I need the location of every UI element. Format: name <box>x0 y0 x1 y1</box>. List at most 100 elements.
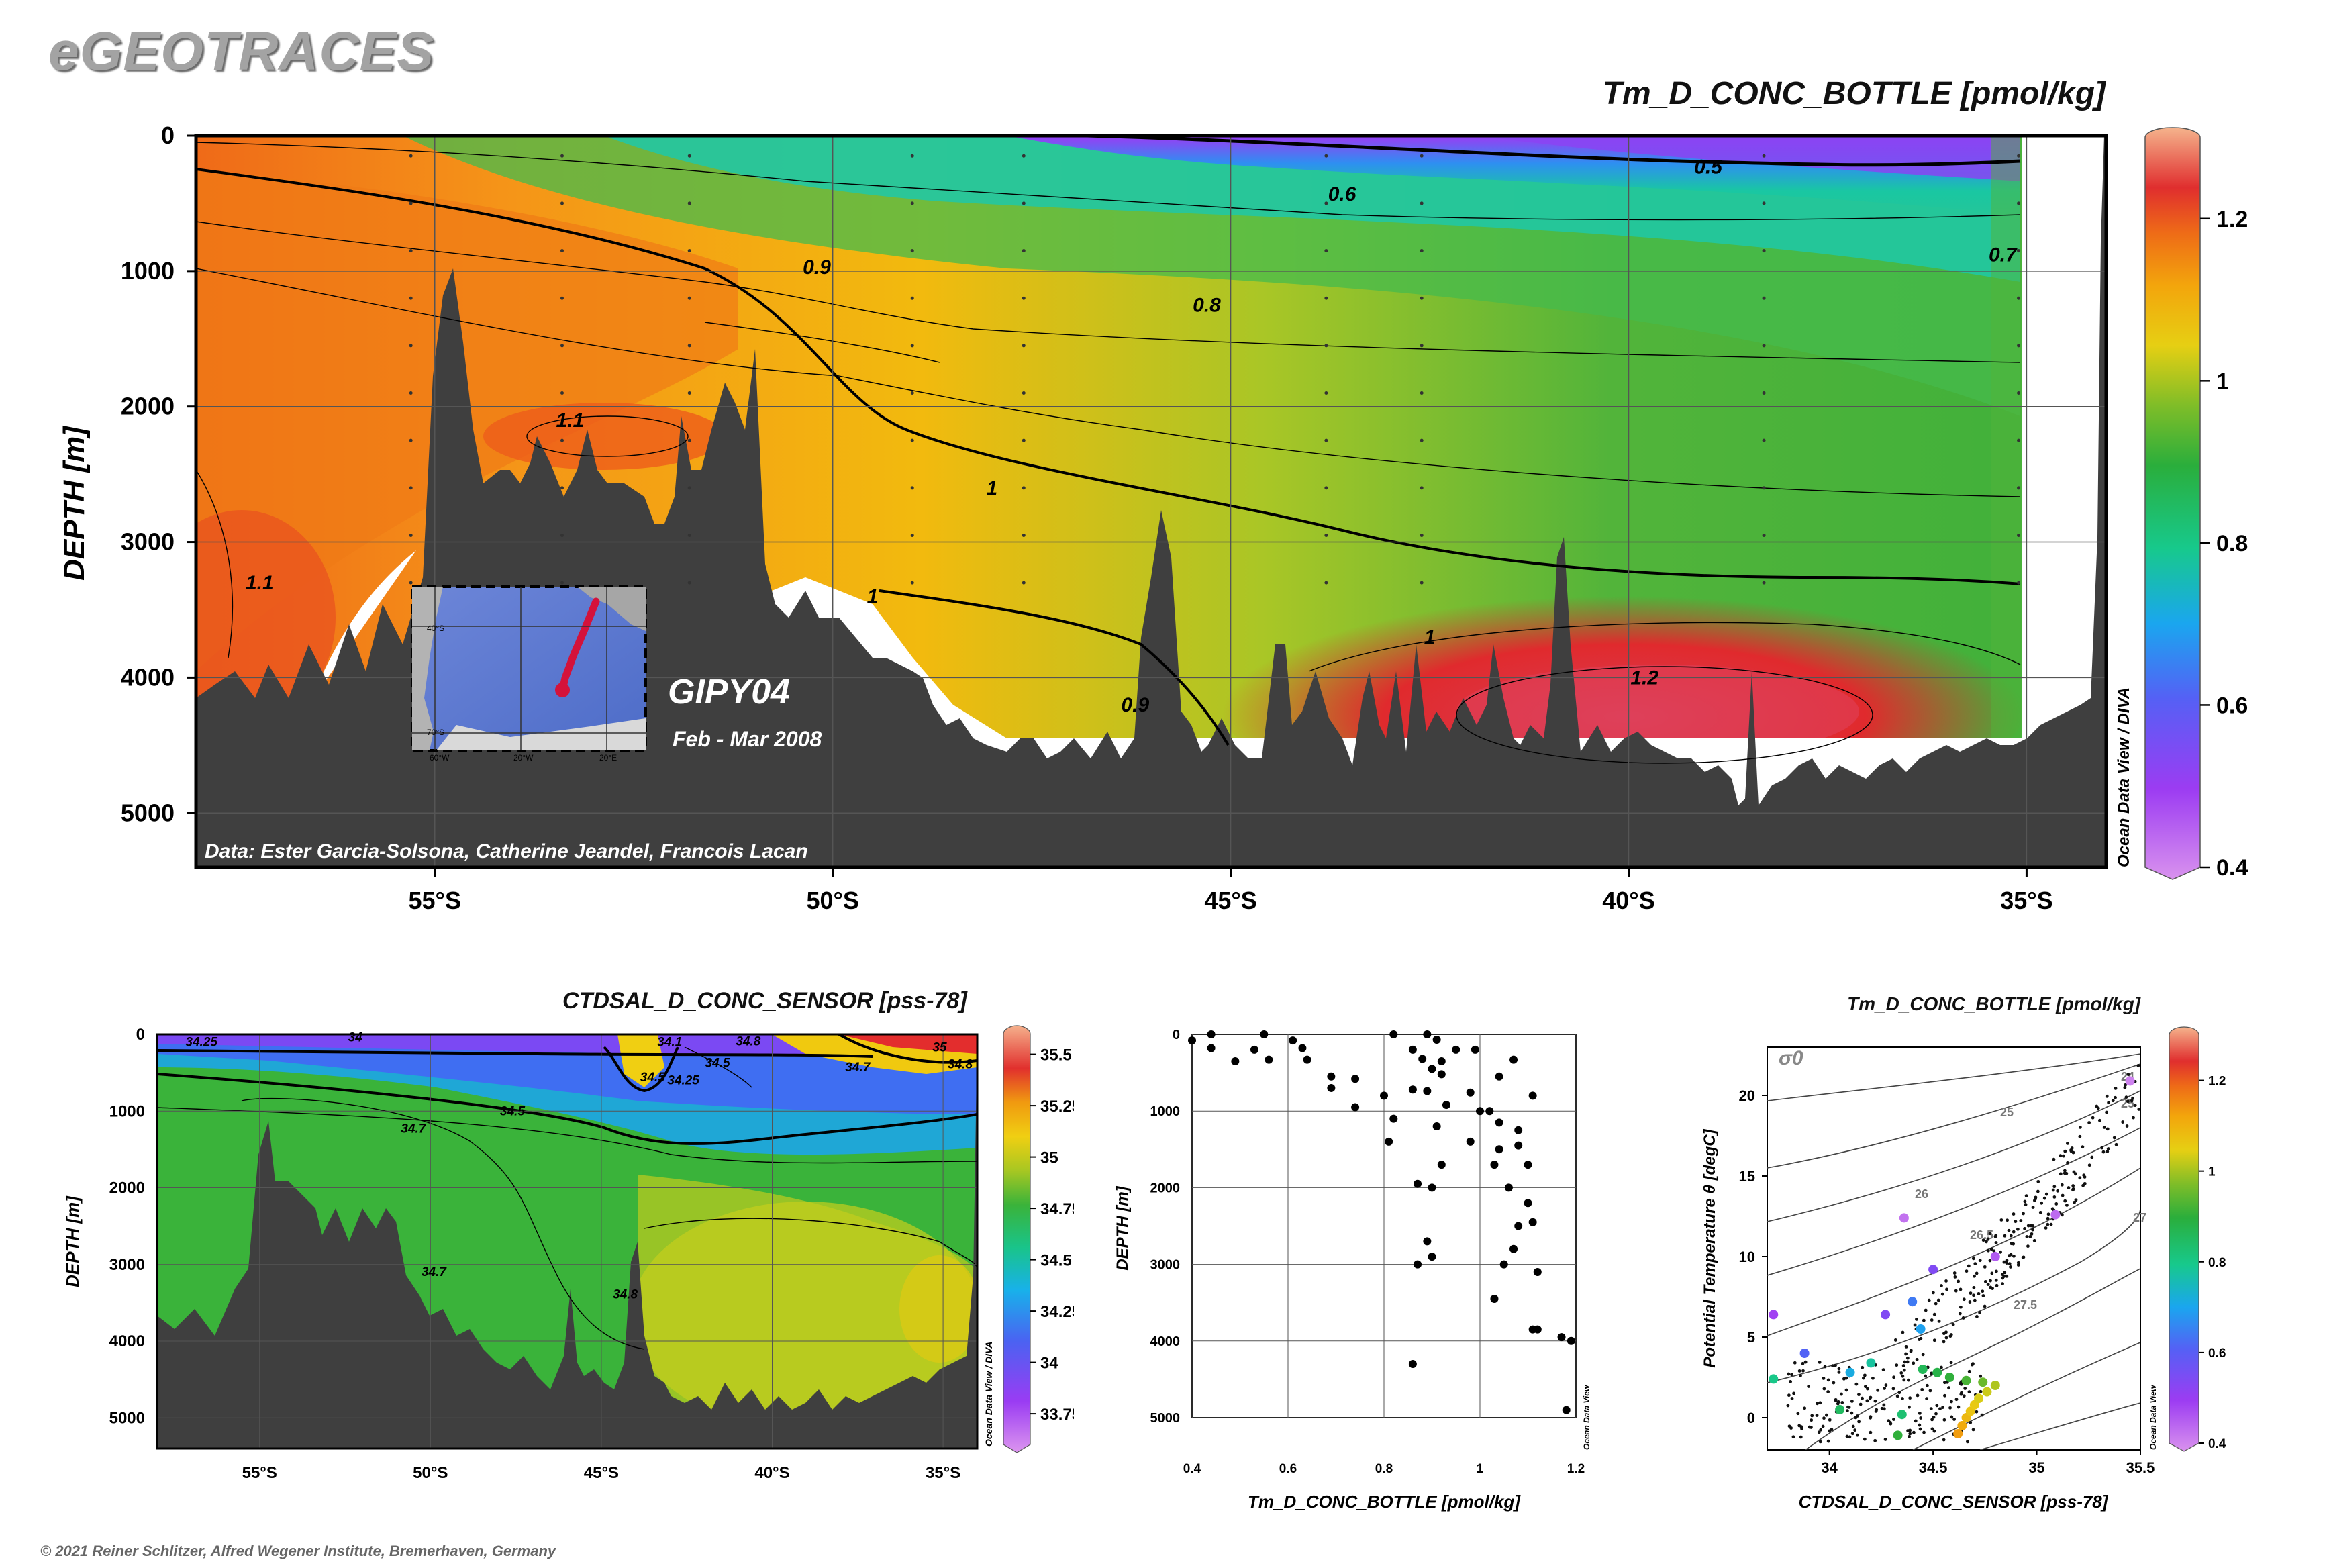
main-contour-labels: 0.5 0.6 0.7 0.8 0.9 1.1 1 1.1 1 0.9 1 1.2 <box>246 156 2018 716</box>
ts-background-point <box>1875 1408 1879 1412</box>
ts-background-point <box>2006 1218 2010 1222</box>
ts-background-point <box>1873 1399 1877 1403</box>
ts-background-point <box>1801 1361 1805 1365</box>
ts-background-point <box>1845 1409 1849 1413</box>
sal-cbar-tick-label: 34.75 <box>1040 1200 1074 1218</box>
main-cbar-tick-label: 0.8 <box>2216 531 2248 556</box>
ts-background-point <box>1826 1390 1830 1393</box>
main-x-tick-label: 45°S <box>1204 887 1256 914</box>
ts-background-point <box>1963 1387 1967 1390</box>
station-sample-dot <box>1022 438 1026 442</box>
ts-background-point <box>1924 1374 1928 1378</box>
ts-background-point <box>2114 1087 2118 1090</box>
ts-background-point <box>2026 1224 2030 1228</box>
ts-background-point <box>2136 1064 2140 1067</box>
ts-background-point <box>1807 1385 1811 1388</box>
sal-y-tick-label: 2000 <box>109 1179 145 1197</box>
sal-x-tick-label: 45°S <box>584 1464 619 1482</box>
ts-background-point <box>1969 1291 1973 1295</box>
ts-background-point <box>2106 1150 2110 1153</box>
main-y-ticks: 0 1000 2000 3000 4000 5000 <box>121 121 196 826</box>
ts-background-point <box>1967 1264 1971 1268</box>
profile-x-tick-label: 1.2 <box>1567 1462 1585 1476</box>
ts-background-point <box>1899 1371 1903 1375</box>
ts-background-point <box>1988 1259 1992 1263</box>
station-sample-dot <box>910 296 914 300</box>
station-sample-dot <box>560 296 564 300</box>
profile-point <box>1471 1045 1479 1054</box>
ts-background-point <box>1836 1402 1840 1406</box>
main-y-tick-label: 0 <box>161 121 175 149</box>
profile-point <box>1485 1107 1494 1116</box>
profile-point <box>1476 1107 1484 1116</box>
ts-background-point <box>1869 1430 1873 1434</box>
ts-background-point <box>1818 1361 1822 1364</box>
sal-y-tick-label: 3000 <box>109 1256 145 1274</box>
ts-background-point <box>1944 1330 1948 1334</box>
ts-background-point <box>2001 1282 2004 1285</box>
station-sample-dot <box>1022 391 1026 395</box>
profile-point <box>1533 1268 1542 1277</box>
ts-background-point <box>2083 1181 2087 1185</box>
ts-background-point <box>2121 1120 2125 1124</box>
ts-colored-point <box>2125 1076 2135 1086</box>
profile-point <box>1289 1036 1297 1045</box>
profile-point <box>1250 1045 1258 1054</box>
ts-background-point <box>1908 1396 1912 1400</box>
ts-background-point <box>2074 1198 2078 1202</box>
profile-point <box>1188 1036 1196 1045</box>
ts-background-point <box>1962 1297 1966 1302</box>
ts-background-point <box>2021 1256 2025 1259</box>
ts-background-point <box>1979 1374 1983 1378</box>
ts-background-point <box>1851 1424 1855 1428</box>
ts-background-point <box>2087 1163 2091 1167</box>
sal-cbar-tick-label: 34.5 <box>1040 1252 1072 1270</box>
station-sample-dot <box>910 581 914 585</box>
ts-background-point <box>2025 1235 2029 1238</box>
ts-background-point <box>1940 1365 1943 1369</box>
ts-background-point <box>2036 1189 2040 1193</box>
ts-background-point <box>2130 1099 2134 1103</box>
profile-point <box>1414 1179 1422 1188</box>
ts-background-point <box>2124 1095 2128 1099</box>
ts-background-point <box>1938 1407 1942 1411</box>
ts-background-point <box>2056 1189 2060 1193</box>
ts-background-point <box>1905 1360 1910 1364</box>
ts-background-point <box>2022 1212 2025 1216</box>
ts-background-point <box>1818 1401 1822 1405</box>
profile-point <box>1557 1333 1566 1342</box>
station-sample-dot <box>910 344 914 348</box>
profile-point <box>1562 1406 1571 1414</box>
station-sample-dot <box>910 391 914 395</box>
main-contour-label: 0.9 <box>1121 694 1149 716</box>
ts-colored-point <box>1990 1381 2000 1390</box>
ts-background-point <box>2005 1261 2009 1265</box>
ts-background-point <box>1895 1363 1899 1367</box>
ts-background-point <box>2023 1227 2026 1230</box>
station-sample-dot <box>910 438 914 442</box>
ts-background-point <box>1968 1300 1972 1304</box>
sal-contour-label: 34.25 <box>185 1035 217 1049</box>
ts-colored-point <box>1961 1375 1971 1385</box>
sal-contour-label: 34.8 <box>948 1058 973 1072</box>
ts-colored-point <box>1799 1349 1810 1358</box>
ts-background-point <box>1857 1420 1861 1424</box>
station-sample-dot <box>1022 533 1026 537</box>
ts-background-point <box>2106 1127 2110 1131</box>
ts-background-point <box>1887 1419 1891 1423</box>
ts-background-point <box>1808 1425 1812 1429</box>
ts-background-point <box>1850 1432 1854 1436</box>
ts-background-point <box>1914 1419 1918 1423</box>
ts-background-point <box>1834 1399 1838 1402</box>
ts-background-point <box>2014 1220 2018 1224</box>
ts-background-point <box>1789 1380 1793 1383</box>
ts-background-point <box>2083 1175 2087 1179</box>
profile-point <box>1207 1044 1216 1052</box>
ts-background-point <box>1937 1319 1941 1323</box>
ts-background-point <box>1819 1428 1823 1432</box>
ts-background-point <box>1803 1406 1807 1410</box>
main-seafloor-bathymetry <box>196 136 2106 867</box>
ts-background-point <box>2125 1124 2129 1128</box>
profile-point <box>1514 1141 1523 1150</box>
